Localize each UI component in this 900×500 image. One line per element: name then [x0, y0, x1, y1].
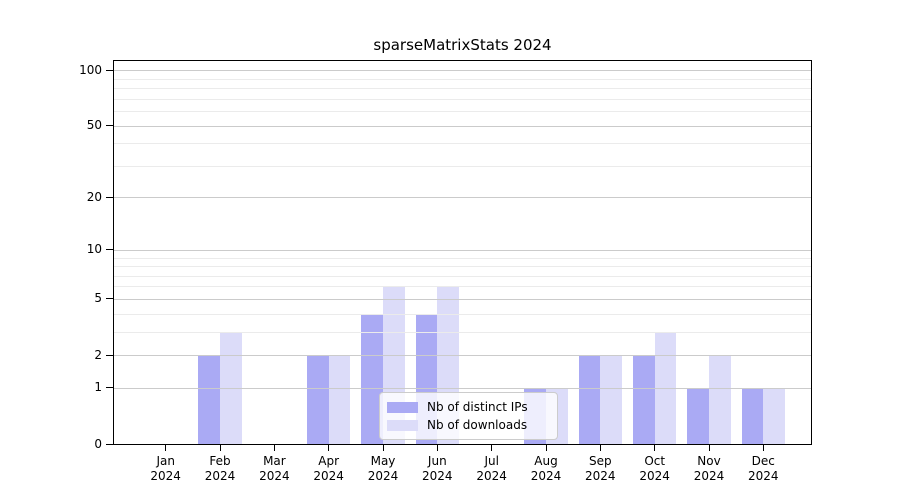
bar-downloads-nov [709, 355, 731, 444]
bar-downloads-dec [763, 387, 786, 444]
y-tick-label-5: 5 [94, 291, 102, 306]
x-tick-oct [654, 445, 656, 451]
gridline-minor-y-4 [114, 313, 811, 315]
y-tick-label-1: 1 [94, 380, 102, 395]
gridline-minor-y-6 [114, 286, 811, 288]
x-tick-may [382, 445, 384, 451]
gridline-minor-y-80 [114, 88, 811, 89]
gridline-major-y-10 [114, 249, 811, 251]
bar-distinct-ips-apr [306, 355, 329, 444]
x-tick-apr [328, 445, 330, 451]
y-tick-100 [106, 69, 113, 71]
bar-distinct-ips-oct [632, 355, 655, 444]
y-tick-50 [106, 125, 113, 126]
x-tick-label-apr: Apr 2024 [313, 454, 344, 483]
bar-downloads-sep [600, 355, 623, 444]
bar-distinct-ips-sep [578, 355, 601, 444]
bar-distinct-ips-dec [741, 387, 764, 444]
x-tick-label-feb: Feb 2024 [204, 454, 236, 483]
x-tick-jun [436, 445, 438, 451]
x-tick-feb [219, 445, 221, 451]
legend-item-downloads: Nb of downloads [387, 418, 557, 432]
x-tick-jul [491, 445, 493, 451]
legend-swatch-downloads [387, 419, 418, 431]
legend-item-distinct-ips: Nb of distinct IPs [387, 400, 557, 414]
legend: Nb of distinct IPs Nb of downloads [379, 392, 558, 440]
y-tick-2 [106, 354, 113, 356]
y-tick-label-20: 20 [86, 189, 102, 204]
x-tick-mar [273, 445, 275, 451]
bar-distinct-ips-nov [687, 387, 709, 444]
gridline-minor-y-90 [114, 78, 811, 80]
x-tick-label-oct: Oct 2024 [639, 454, 670, 483]
y-tick-label-0: 0 [94, 436, 102, 451]
bar-distinct-ips-may [361, 313, 383, 444]
gridline-major-y-2 [114, 355, 811, 356]
y-tick-label-50: 50 [86, 118, 102, 132]
x-tick-label-aug: Aug 2024 [530, 454, 562, 483]
y-tick-label-100: 100 [79, 62, 102, 77]
x-tick-sep [599, 445, 601, 451]
bar-downloads-apr [328, 355, 351, 444]
x-tick-label-jul: Jul 2024 [476, 454, 507, 483]
x-tick-dec [762, 445, 764, 451]
gridline-major-y-1 [114, 387, 811, 389]
x-tick-jan [165, 445, 167, 451]
x-tick-label-jun: Jun 2024 [422, 454, 453, 483]
gridline-major-y-5 [114, 298, 811, 300]
x-tick-label-sep: Sep 2024 [585, 454, 616, 483]
x-tick-label-may: May 2024 [367, 454, 399, 483]
gridline-minor-y-9 [114, 257, 811, 259]
legend-label-downloads: Nb of downloads [427, 418, 528, 432]
gridline-major-y-20 [114, 197, 811, 199]
y-tick-0 [106, 443, 113, 445]
gridline-major-y-50 [114, 125, 811, 127]
y-tick-label-2: 2 [94, 347, 102, 362]
x-tick-label-jan: Jan 2024 [150, 454, 181, 483]
y-tick-5 [106, 298, 113, 300]
bar-distinct-ips-feb [198, 355, 221, 444]
x-tick-aug [545, 445, 547, 451]
x-tick-label-mar: Mar 2024 [259, 454, 290, 483]
legend-swatch-distinct-ips [387, 401, 418, 413]
gridline-minor-y-8 [114, 266, 811, 267]
gridline-major-y-100 [114, 70, 811, 72]
y-tick-10 [106, 249, 113, 251]
gridline-minor-y-60 [114, 110, 811, 112]
gridline-minor-y-3 [114, 331, 811, 333]
legend-label-distinct-ips: Nb of distinct IPs [427, 400, 528, 414]
x-tick-label-dec: Dec 2024 [748, 454, 779, 483]
x-tick-label-nov: Nov 2024 [693, 454, 725, 483]
plot-area [113, 60, 812, 445]
y-tick-label-10: 10 [86, 242, 102, 257]
gridline-minor-y-7 [114, 275, 811, 277]
gridline-minor-y-30 [114, 165, 811, 167]
y-tick-20 [106, 196, 113, 198]
y-tick-1 [106, 387, 113, 389]
chart-title: sparseMatrixStats 2024 [373, 36, 552, 54]
x-tick-nov [708, 445, 710, 451]
gridline-minor-y-70 [114, 98, 811, 100]
gridline-minor-y-40 [114, 143, 811, 145]
